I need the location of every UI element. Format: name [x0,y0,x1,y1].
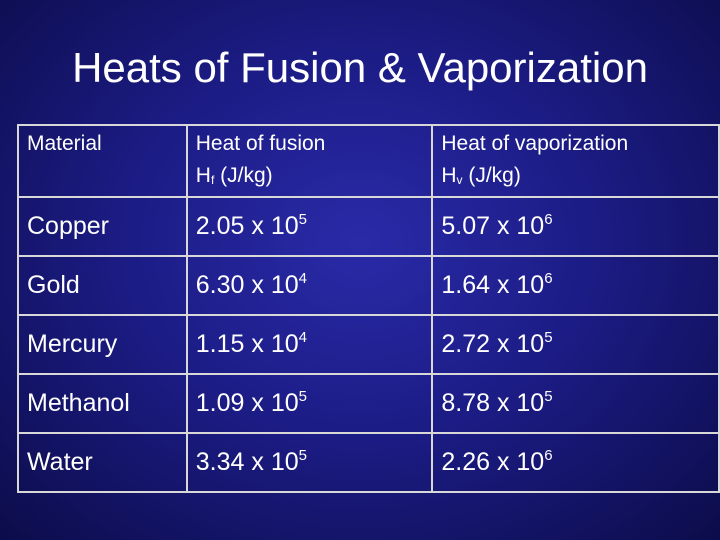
fusion-cell: 3.34 x 105 [185,432,434,493]
header-material: Material [17,124,188,198]
header-fusion-unit: (J/kg) [220,164,273,187]
vapor-exponent: 6 [544,447,553,464]
vapor-exponent: 5 [544,329,553,346]
fusion-mantissa: 1.09 x 10 [195,389,299,417]
header-vapor-unit-line: Hv (J/kg) [441,164,717,188]
vapor-exponent: 6 [544,211,553,228]
header-fusion-title: Heat of fusion [195,132,326,155]
material-cell: Mercury [17,314,188,375]
table-header-row: Material Heat of fusion Hf (J/kg) Heat o… [17,124,720,198]
vapor-mantissa: 1.64 x 10 [441,271,545,299]
fusion-mantissa: 3.34 x 10 [195,448,299,476]
table-row: Methanol 1.09 x 105 8.78 x 105 [17,373,720,434]
header-vapor-title: Heat of vaporization [441,132,629,155]
vapor-mantissa: 5.07 x 10 [441,212,545,240]
vaporization-cell: 2.26 x 106 [431,432,720,493]
slide-title: Heats of Fusion & Vaporization [72,44,648,91]
fusion-exponent: 4 [298,329,307,346]
vapor-exponent: 6 [544,270,553,287]
header-fusion-subscript: f [210,173,215,187]
fusion-exponent: 4 [298,270,307,287]
header-heat-of-vaporization: Heat of vaporization Hv (J/kg) [431,124,720,198]
vaporization-cell: 2.72 x 105 [431,314,720,375]
fusion-exponent: 5 [298,447,307,464]
table-row: Mercury 1.15 x 104 2.72 x 105 [17,314,720,375]
header-material-label: Material [27,132,102,155]
header-vapor-symbol: H [441,164,457,187]
vapor-exponent: 5 [544,388,553,405]
heats-table: Material Heat of fusion Hf (J/kg) Heat o… [17,124,720,493]
fusion-mantissa: 1.15 x 10 [195,330,299,358]
material-cell: Gold [17,255,188,316]
table-row: Water 3.34 x 105 2.26 x 106 [17,432,720,493]
fusion-cell: 6.30 x 104 [185,255,434,316]
vapor-mantissa: 2.26 x 10 [441,448,545,476]
fusion-exponent: 5 [298,211,307,228]
fusion-mantissa: 2.05 x 10 [195,212,299,240]
table-row: Gold 6.30 x 104 1.64 x 106 [17,255,720,316]
fusion-cell: 1.09 x 105 [185,373,434,434]
fusion-exponent: 5 [298,388,307,405]
table-row: Copper 2.05 x 105 5.07 x 106 [17,196,720,257]
vaporization-cell: 5.07 x 106 [431,196,720,257]
header-vapor-subscript: v [456,173,463,187]
header-fusion-symbol: H [195,164,211,187]
fusion-mantissa: 6.30 x 10 [195,271,299,299]
fusion-cell: 2.05 x 105 [185,196,434,257]
header-fusion-unit-line: Hf (J/kg) [195,164,431,188]
vapor-mantissa: 8.78 x 10 [441,389,545,417]
vaporization-cell: 8.78 x 105 [431,373,720,434]
material-cell: Copper [17,196,188,257]
vapor-mantissa: 2.72 x 10 [441,330,545,358]
header-vapor-unit: (J/kg) [468,164,521,187]
vaporization-cell: 1.64 x 106 [431,255,720,316]
material-cell: Water [17,432,188,493]
fusion-cell: 1.15 x 104 [185,314,434,375]
header-heat-of-fusion: Heat of fusion Hf (J/kg) [185,124,434,198]
material-cell: Methanol [17,373,188,434]
